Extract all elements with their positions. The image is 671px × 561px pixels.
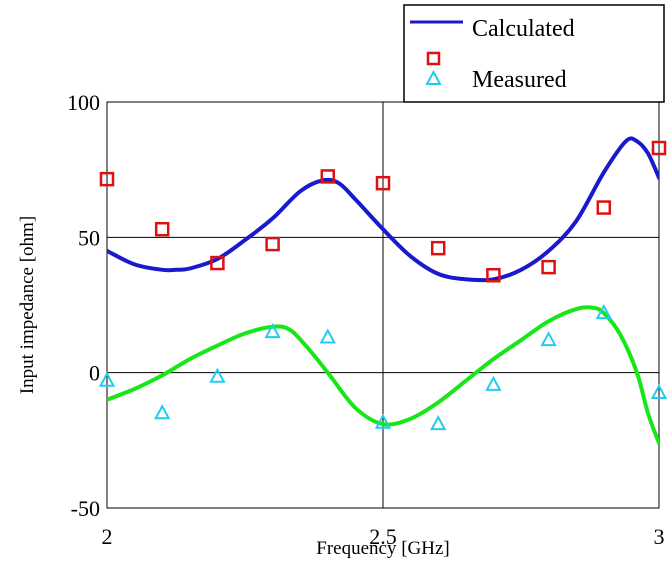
grid-lines — [106, 101, 660, 509]
calculated-lines — [107, 136, 659, 445]
measured-triangle-marker — [595, 304, 612, 320]
measured-square-marker — [99, 171, 115, 187]
measured-triangle-marker — [98, 371, 116, 387]
y-tick-label: 50 — [78, 225, 100, 250]
legend-square-marker-icon — [426, 51, 441, 66]
measured-markers — [98, 140, 668, 431]
legend-triangle-marker-icon — [425, 69, 442, 85]
legend-measured-label: Measured — [472, 67, 567, 93]
x-axis-label: Frequency [GHz] — [316, 538, 449, 559]
x-tick-labels: 2 2.5 3 — [102, 524, 665, 549]
y-tick-label: 0 — [89, 361, 100, 386]
measured-square-marker — [486, 267, 501, 283]
measured-triangle-marker — [319, 328, 336, 344]
plot-frame — [106, 101, 660, 509]
measured-triangle-marker — [209, 367, 226, 383]
measured-triangle-marker — [430, 414, 447, 431]
y-tick-label: 100 — [67, 90, 100, 115]
measured-triangle-marker — [374, 413, 392, 429]
measured-triangle-marker — [540, 331, 557, 347]
x-tick-label: 2.5 — [369, 524, 397, 549]
x-tick-label: 3 — [654, 524, 665, 549]
calculated-line-2 — [107, 305, 659, 445]
measured-square-marker — [651, 140, 667, 156]
measured-triangle-marker — [650, 383, 668, 399]
measured-square-marker — [596, 200, 612, 215]
legend-calculated-label: Calculated — [472, 16, 575, 42]
measured-triangle-marker — [264, 322, 281, 339]
y-tick-labels: -50 0 50 100 — [67, 90, 100, 521]
x-tick-label: 2 — [102, 524, 113, 549]
measured-triangle-marker — [485, 375, 502, 391]
calculated-line-1 — [107, 136, 659, 283]
measured-square-marker — [265, 236, 280, 252]
measured-square-marker — [320, 169, 336, 184]
measured-triangle-marker — [154, 404, 171, 420]
y-tick-label: -50 — [71, 496, 100, 521]
measured-square-marker — [210, 255, 225, 271]
y-axis-label: Input impedance [ohm] — [17, 216, 38, 394]
legend: Calculated Measured — [403, 4, 665, 103]
measured-square-marker — [430, 240, 446, 256]
measured-square-marker — [154, 221, 170, 237]
measured-square-marker — [541, 259, 556, 275]
measured-square-marker — [375, 175, 391, 191]
